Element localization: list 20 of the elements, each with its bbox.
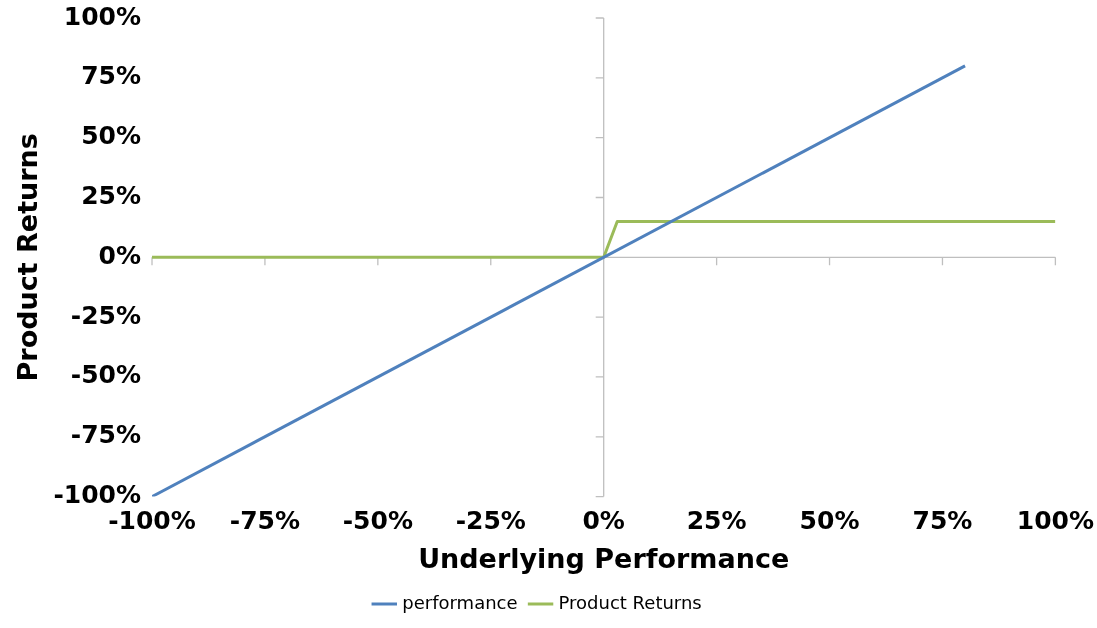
x-tick-label: 100%	[1016, 506, 1094, 536]
x-tick-label: 25%	[686, 506, 747, 536]
y-tick-label: -75%	[70, 420, 142, 450]
y-tick-label: 50%	[81, 121, 142, 151]
x-tick-label: -75%	[229, 506, 301, 536]
y-tick-label: -25%	[70, 300, 142, 330]
x-tick-label: 50%	[799, 506, 860, 536]
x-tick-label: 0%	[582, 506, 625, 536]
legend-label: performance	[402, 591, 518, 613]
y-tick-label: -50%	[70, 360, 142, 390]
y-tick-label: 25%	[81, 180, 142, 210]
y-axis-title: Product Returns	[12, 133, 44, 382]
x-tick-label: 75%	[912, 506, 973, 536]
y-tick-label: 0%	[98, 240, 142, 270]
x-tick-label: -50%	[342, 506, 413, 536]
y-tick-label: 75%	[81, 61, 142, 91]
y-tick-label: 100%	[63, 1, 142, 31]
x-tick-label: -25%	[455, 506, 526, 536]
x-axis-title: Underlying Performance	[418, 542, 790, 574]
legend-label: Product Returns	[558, 591, 702, 613]
